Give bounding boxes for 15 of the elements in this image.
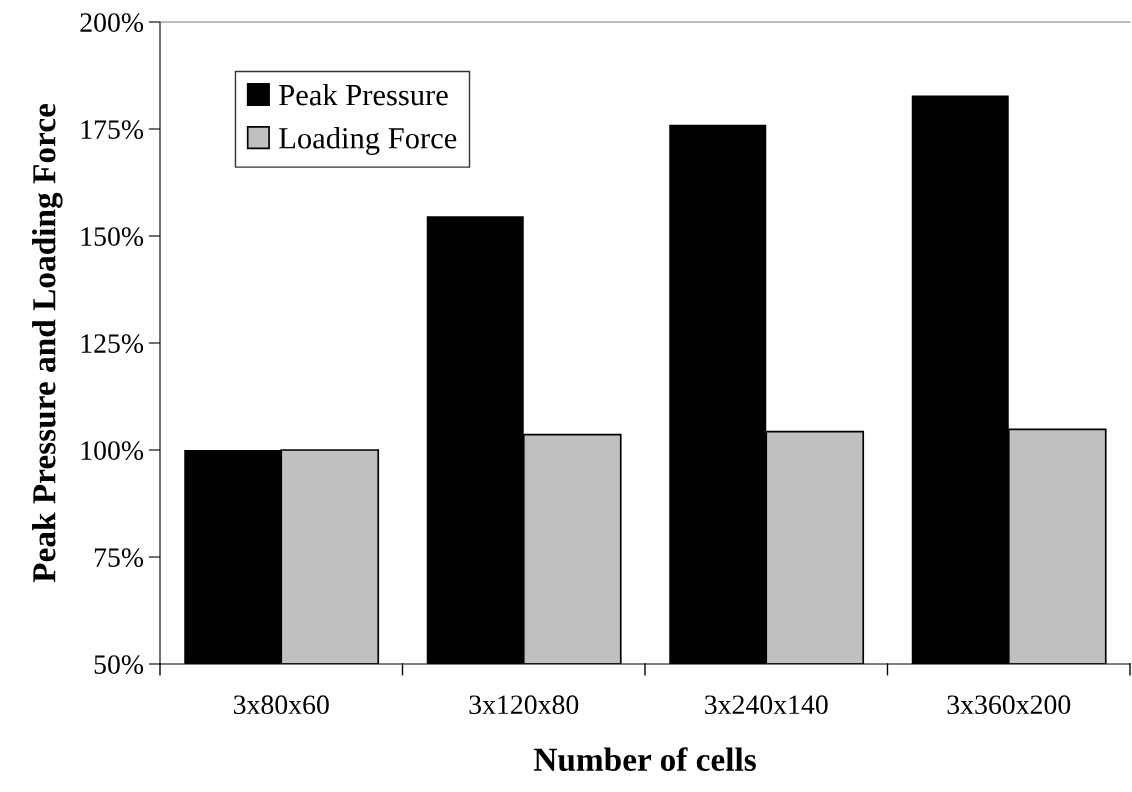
y-tick-label: 175% xyxy=(81,120,144,139)
y-tick-label: 200% xyxy=(80,13,144,32)
legend-label: Loading Force xyxy=(279,127,457,155)
x-tick-label: 3x80x60 xyxy=(233,695,329,715)
y-tick-label: 150% xyxy=(81,227,144,246)
y-tick-label: 100% xyxy=(81,441,144,460)
y-axis-title: Peak Pressure and Loading Force xyxy=(32,104,63,583)
x-tick-label: 3x120x80 xyxy=(469,695,579,715)
x-tick-label: 3x240x140 xyxy=(705,695,828,715)
legend-label: Peak Pressure xyxy=(279,83,448,106)
y-tick-label: 50% xyxy=(94,655,144,674)
x-axis-title: Number of cells xyxy=(533,747,756,772)
x-tick-label: 3x360x200 xyxy=(947,695,1071,715)
y-tick-label: 75% xyxy=(94,548,144,567)
y-tick-label: 125% xyxy=(81,334,144,353)
